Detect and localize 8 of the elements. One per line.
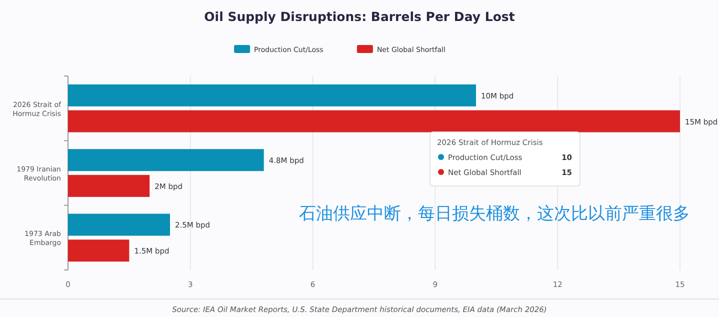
bar [68,84,476,106]
bar [68,240,130,262]
annotation: 石油供应中断，每日损失桶数，这次比以前严重很多 [299,204,690,224]
bar [68,149,264,172]
bar [68,214,170,236]
bar [68,110,680,132]
chart-title: Oil Supply Disruptions: Barrels Per Day Lost [204,9,515,24]
bar [68,174,150,197]
